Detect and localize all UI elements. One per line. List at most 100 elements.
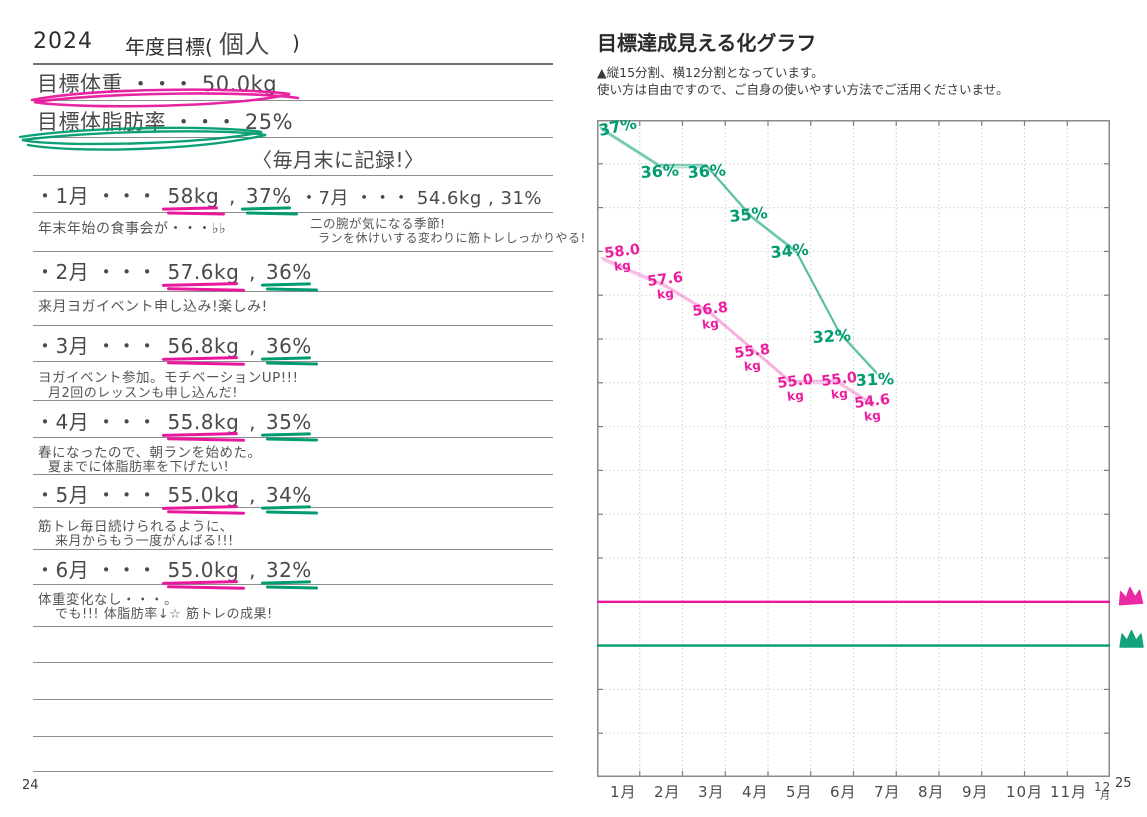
month-axis-label: 3月 bbox=[698, 783, 725, 801]
graph-border bbox=[597, 120, 1110, 777]
ruled-line bbox=[33, 699, 553, 700]
entry-may-prefix: ・5月 ・・・ bbox=[35, 483, 165, 507]
month-axis-label: 4月 bbox=[742, 783, 769, 801]
ruled-line bbox=[33, 584, 553, 585]
entry-jun-sep: , bbox=[242, 558, 263, 582]
entry-apr-note-1: 春になったので、朝ランを始めた。 bbox=[38, 445, 262, 461]
page-title-printed: 年度目標( bbox=[125, 35, 213, 59]
right-page-number: 25 bbox=[1115, 776, 1132, 791]
entry-jan-weight: 58kg bbox=[164, 184, 222, 208]
ruled-line bbox=[33, 626, 553, 627]
goal-progress-graph: 37%36% 36%35%34%32%31%58.0kg57.6kg56.8kg5… bbox=[597, 120, 1110, 777]
body-fat-point-label: 36% bbox=[640, 160, 680, 182]
month-axis-label: 2月 bbox=[654, 783, 681, 801]
month-axis-label: 10月 bbox=[1006, 783, 1044, 801]
entry-feb-weight: 57.6kg bbox=[164, 260, 242, 284]
entry-jun-prefix: ・6月 ・・・ bbox=[35, 558, 165, 582]
page-title-handwritten: 個人 bbox=[219, 30, 271, 59]
entry-jul-note-1: 二の腕が気になる季節! bbox=[310, 216, 446, 231]
month-axis-label: 8月 bbox=[918, 783, 945, 801]
graph-subtitle-1: ▲縦15分割、横12分割となっています。 bbox=[597, 65, 824, 80]
entry-mar-note-1: ヨガイベント参加。モチベーションUP!!! bbox=[38, 370, 299, 386]
entry-jun-note-2: でも!!! 体脂肪率↓☆ 筋トレの成果! bbox=[55, 607, 273, 622]
ruled-line bbox=[33, 474, 553, 475]
weight-point-label: 55.0kg bbox=[777, 372, 816, 405]
weight-point-label: 56.8kg bbox=[692, 300, 731, 333]
ruled-line bbox=[33, 400, 553, 401]
month-axis-label: 5月 bbox=[786, 783, 813, 801]
entry-jan-note: 年末年始の食事会が・・・♭♭ bbox=[38, 221, 227, 237]
ruled-line bbox=[33, 361, 553, 362]
weight-point-label: 57.6kg bbox=[647, 270, 686, 303]
ruled-line bbox=[33, 291, 553, 292]
body-fat-point-label: 31% bbox=[855, 369, 894, 390]
entry-jun-line: ・6月 ・・・ 55.0kg , 32% bbox=[35, 554, 315, 583]
entry-feb-note: 来月ヨガイベント申し込み!楽しみ! bbox=[38, 299, 268, 315]
entry-apr-prefix: ・4月 ・・・ bbox=[35, 410, 165, 434]
entry-may-sep: , bbox=[242, 483, 263, 507]
entry-feb-sep: , bbox=[242, 260, 263, 284]
month-axis-label: 11月 bbox=[1050, 783, 1088, 801]
ruled-line bbox=[33, 251, 553, 252]
pink-scribble-underline bbox=[30, 88, 300, 108]
entry-apr-fat: 35% bbox=[263, 410, 315, 434]
ruled-line bbox=[33, 437, 553, 438]
entry-apr-note-2: 夏までに体脂肪率を下げたい! bbox=[48, 460, 230, 475]
month-axis-label: 7月 bbox=[874, 783, 901, 801]
body-fat-point-label: 32% bbox=[812, 325, 852, 347]
ruled-line bbox=[33, 549, 553, 550]
entry-may-note-2: 来月からもう一度がんばる!!! bbox=[55, 534, 234, 549]
month-axis-label: 1月 bbox=[610, 783, 637, 801]
weight-point-label: 58.0kg bbox=[604, 242, 643, 275]
entry-apr-sep: , bbox=[242, 410, 263, 434]
graph-title: 目標達成見える化グラフ bbox=[597, 31, 817, 55]
weight-line bbox=[600, 256, 875, 406]
weight-point-label: 55.0kg bbox=[821, 370, 860, 403]
entry-mar-sep: , bbox=[242, 334, 263, 358]
record-reminder: 〈毎月末に記録!〉 bbox=[252, 148, 425, 172]
weight-point-label: 55.8kg bbox=[734, 342, 773, 375]
entry-feb-fat: 36% bbox=[263, 260, 315, 284]
ruled-line bbox=[33, 100, 553, 101]
entry-jun-fat: 32% bbox=[263, 558, 315, 582]
month-axis-label: 12 月 bbox=[1094, 780, 1112, 802]
entry-feb-line: ・2月 ・・・ 57.6kg , 36% bbox=[35, 256, 315, 285]
pink-crown-doodle-icon bbox=[1118, 586, 1144, 606]
body-fat-line-stroke2 bbox=[601, 129, 879, 376]
body-fat-point-label: 35% bbox=[728, 203, 768, 226]
entry-mar-line: ・3月 ・・・ 56.8kg , 36% bbox=[35, 330, 315, 359]
entry-may-line: ・5月 ・・・ 55.0kg , 34% bbox=[35, 479, 315, 508]
grid-lines bbox=[597, 120, 1110, 777]
entry-jun-note-1: 体重変化なし・・・。 bbox=[38, 592, 178, 608]
entry-may-weight: 55.0kg bbox=[164, 483, 242, 507]
graph-subtitle-2: 使い方は自由ですので、ご自身の使いやすい方法でご活用くださいませ。 bbox=[597, 82, 1009, 97]
body-fat-point-label: 36% bbox=[687, 160, 727, 182]
entry-jun-weight: 55.0kg bbox=[164, 558, 242, 582]
entry-may-note-1: 筋トレ毎日続けられるように、 bbox=[38, 519, 234, 535]
entry-may-fat: 34% bbox=[263, 483, 315, 507]
goal-weight-line: 目標体重 ・・・ 50.0kg bbox=[37, 72, 278, 96]
month-axis-label: 6月 bbox=[830, 783, 857, 801]
entry-jan-prefix: ・1月 ・・・ bbox=[35, 184, 165, 208]
green-scribble-underline bbox=[18, 126, 267, 151]
page-title-close-paren: ) bbox=[292, 31, 300, 55]
body-fat-line bbox=[599, 126, 878, 374]
weight-line-stroke2 bbox=[602, 259, 875, 408]
entry-mar-prefix: ・3月 ・・・ bbox=[35, 334, 165, 358]
ruled-line bbox=[33, 137, 553, 138]
entry-jan-sep: , bbox=[222, 184, 243, 208]
entry-mar-weight: 56.8kg bbox=[164, 334, 242, 358]
entry-apr-line: ・4月 ・・・ 55.8kg , 35% bbox=[35, 406, 315, 435]
entry-jan-line: ・1月 ・・・ 58kg , 37% bbox=[35, 180, 295, 209]
body-fat-point-label: 34% bbox=[770, 240, 810, 262]
ruled-line bbox=[33, 63, 553, 65]
entry-jan-fat: 37% bbox=[243, 184, 295, 208]
ruled-line bbox=[33, 771, 553, 772]
month-axis-label: 9月 bbox=[962, 783, 989, 801]
weight-point-label: 54.6kg bbox=[854, 392, 893, 425]
entry-mar-fat: 36% bbox=[263, 334, 315, 358]
ruled-line bbox=[33, 325, 553, 326]
entry-apr-weight: 55.8kg bbox=[164, 410, 242, 434]
ruled-line bbox=[33, 662, 553, 663]
